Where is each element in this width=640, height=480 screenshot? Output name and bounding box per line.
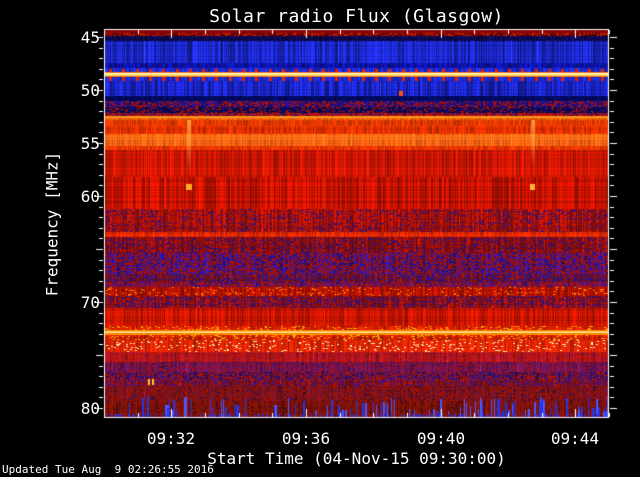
y-tick-label-70: 70: [80, 293, 100, 312]
y-tick-label-50: 50: [80, 81, 100, 100]
updated-timestamp: Updated Tue Aug 9 02:26:55 2016: [2, 463, 214, 476]
y-tick-label-45: 45: [80, 28, 100, 47]
x-axis-title: Start Time (04-Nov-15 09:30:00): [207, 449, 506, 468]
y-tick-label-60: 60: [80, 187, 100, 206]
y-tick-label-80: 80: [80, 399, 100, 418]
x-tick-label-09:32: 09:32: [146, 429, 196, 448]
y-tick-label-55: 55: [80, 134, 100, 153]
x-tick-label-09:40: 09:40: [416, 429, 466, 448]
bottom-separator-line: [0, 477, 640, 480]
y-axis-title: Frequency [MHz]: [42, 151, 62, 297]
x-tick-label-09:44: 09:44: [550, 429, 600, 448]
chart-title: Solar radio Flux (Glasgow): [209, 6, 504, 27]
x-tick-label-09:36: 09:36: [281, 429, 331, 448]
